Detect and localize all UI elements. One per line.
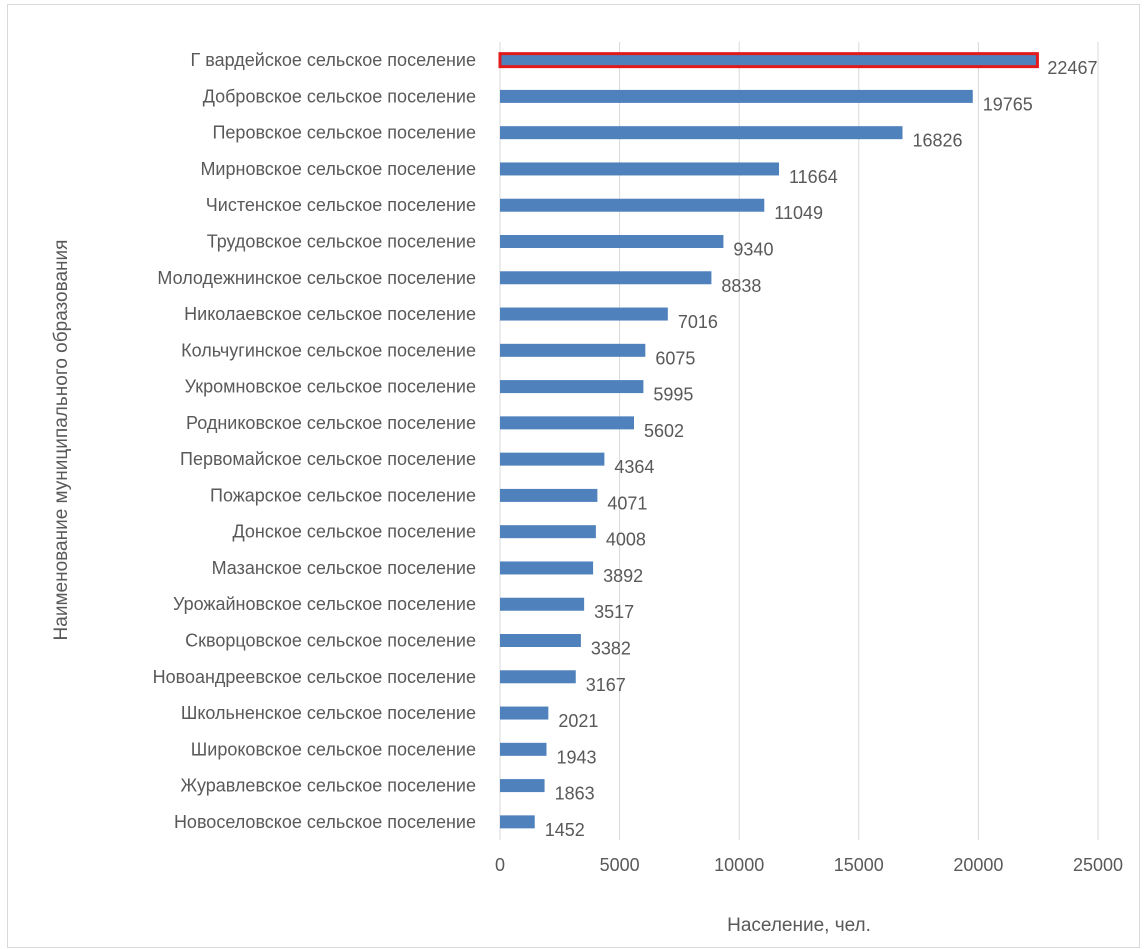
data-label: 6075 [655,348,695,368]
data-label: 9340 [733,240,773,260]
category-label: Урожайновское сельское поселение [173,594,476,614]
data-label: 3517 [594,602,634,622]
data-label: 8838 [721,276,761,296]
chart-frame [7,4,1140,948]
bar [500,126,903,140]
bar [500,561,594,575]
category-label: Новоселовское сельское поселение [174,812,476,832]
data-label: 11049 [774,203,823,223]
bar [500,779,545,793]
data-label: 5602 [644,421,684,441]
data-label: 3892 [603,566,643,586]
bar [500,380,644,394]
x-tick-label: 10000 [714,855,764,875]
category-label: Скворцовское сельское поселение [185,631,476,651]
bar [500,488,598,502]
data-label: 11664 [789,167,838,187]
category-label: Трудовское сельское поселение [207,232,476,252]
category-label: Перовское сельское поселение [212,123,476,143]
category-label: Кольчугинское сельское поселение [181,340,476,360]
category-labels: Г вардейское сельское поселение Добровско… [153,50,476,832]
category-label: Широковское сельское поселение [191,739,476,759]
category-label: Донское сельское поселение [232,522,476,542]
data-label: 1863 [555,784,595,804]
data-label: 3167 [586,675,626,695]
data-label: 19765 [983,94,1033,114]
category-label: Чистенское сельское поселение [206,195,476,215]
data-label: 1943 [556,747,596,767]
category-label: Пожарское сельское поселение [210,485,476,505]
bar [500,198,765,212]
data-label: 4008 [606,530,646,550]
data-label: 4364 [614,457,654,477]
bar [500,706,549,720]
category-label: Журавлевское сельское поселение [181,776,476,796]
data-label: 1452 [545,820,585,840]
data-label: 4071 [607,493,647,513]
bar [500,89,973,103]
bar [500,235,724,248]
bar [500,597,585,611]
bar [500,307,668,321]
data-label: 7016 [678,312,718,332]
y-axis-title: Наименование муниципального образования [51,240,72,641]
category-label: Добровское сельское поселение [203,86,476,106]
category-label: Мазанское сельское поселение [212,558,476,578]
category-label: Г вардейское сельское поселение [191,50,476,70]
category-label: Укромновское сельское поселение [185,377,476,397]
category-label: Родниковское сельское поселение [186,413,476,433]
data-label: 16826 [912,131,962,151]
x-tick-label: 25000 [1073,855,1123,875]
category-label: Мирновское сельское поселение [200,159,476,179]
category-label: Молодежнинское сельское поселение [157,268,476,288]
bar [500,416,634,430]
category-label: Первомайское сельское поселение [180,449,476,469]
bars [498,52,1039,829]
bar [500,670,576,684]
bar [500,162,780,176]
x-tick-label: 20000 [953,855,1003,875]
data-label: 3382 [591,639,631,659]
bar [500,634,581,647]
data-label: 5995 [653,385,693,405]
x-tick-label: 0 [495,855,505,875]
x-tick-label: 5000 [600,855,640,875]
data-label: 2021 [558,711,598,731]
bar [500,343,646,357]
bar-highlighted [498,52,1039,69]
category-label: Школьненское сельское поселение [181,703,476,723]
x-axis-ticks: 0 5000 10000 15000 20000 25000 [495,855,1123,875]
bar [500,452,605,466]
bar [500,815,535,829]
data-label: 22467 [1047,58,1097,78]
bar [500,525,596,539]
category-label: Новоандреевское сельское поселение [153,667,476,687]
bar [500,742,547,756]
category-label: Николаевское сельское поселение [184,304,476,324]
x-axis-title: Население, чел. [727,915,871,936]
bar [500,271,712,285]
x-tick-label: 15000 [834,855,884,875]
